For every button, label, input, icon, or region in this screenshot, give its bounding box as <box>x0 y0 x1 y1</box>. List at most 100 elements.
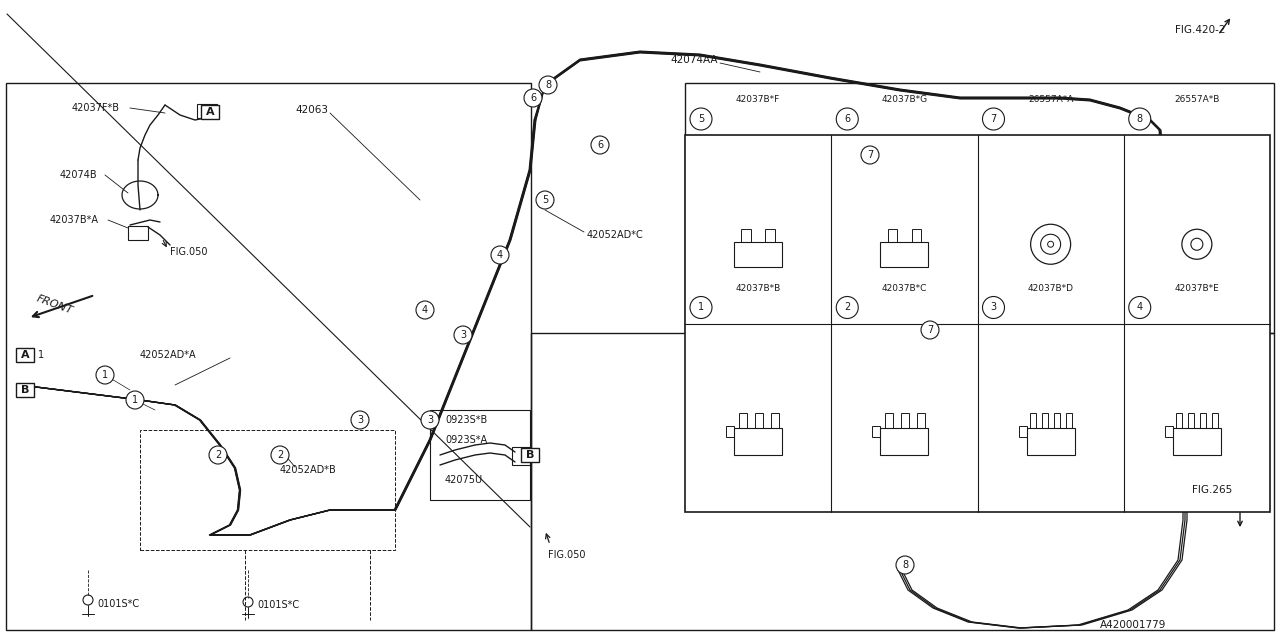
Text: A: A <box>206 107 214 117</box>
Text: 42063: 42063 <box>294 105 328 115</box>
Bar <box>1042 413 1048 428</box>
Circle shape <box>591 136 609 154</box>
Bar <box>765 228 774 242</box>
Circle shape <box>983 296 1005 319</box>
Bar <box>771 413 780 428</box>
Text: 3: 3 <box>428 415 433 425</box>
Text: 42037F*B: 42037F*B <box>72 103 120 113</box>
Text: 26557A*B: 26557A*B <box>1174 95 1220 104</box>
Text: 42074B: 42074B <box>60 170 97 180</box>
Text: 42037B*C: 42037B*C <box>882 284 927 293</box>
Bar <box>887 228 897 242</box>
Text: A420001779: A420001779 <box>1100 620 1166 630</box>
Bar <box>685 135 1270 512</box>
Bar <box>1027 428 1075 455</box>
Text: 42037B*G: 42037B*G <box>882 95 928 104</box>
Text: 7: 7 <box>927 325 933 335</box>
Text: 2: 2 <box>276 450 283 460</box>
Circle shape <box>836 108 859 130</box>
Text: 42037B*E: 42037B*E <box>1175 284 1220 293</box>
Circle shape <box>836 296 859 319</box>
Circle shape <box>690 296 712 319</box>
Circle shape <box>416 301 434 319</box>
Text: 4: 4 <box>422 305 428 315</box>
Text: 3: 3 <box>460 330 466 340</box>
Circle shape <box>922 321 940 339</box>
Text: 3: 3 <box>991 303 997 312</box>
Text: B: B <box>20 385 29 395</box>
Bar <box>881 242 928 267</box>
Bar <box>873 426 881 437</box>
Text: 8: 8 <box>1137 114 1143 124</box>
Text: FIG.265: FIG.265 <box>1192 485 1233 495</box>
Text: 2: 2 <box>844 303 850 312</box>
Circle shape <box>690 108 712 130</box>
Text: 8: 8 <box>902 560 908 570</box>
Bar <box>741 228 751 242</box>
Text: B: B <box>526 450 534 460</box>
Bar <box>140 430 396 550</box>
Bar <box>726 426 735 437</box>
Bar <box>739 413 748 428</box>
Circle shape <box>271 446 289 464</box>
Text: 1: 1 <box>102 370 108 380</box>
Bar <box>1055 413 1060 428</box>
Text: 42052AD*C: 42052AD*C <box>588 230 644 240</box>
Text: 42052AD*B: 42052AD*B <box>280 465 337 475</box>
Circle shape <box>536 191 554 209</box>
Bar <box>1030 413 1037 428</box>
Circle shape <box>539 76 557 94</box>
Bar <box>1165 426 1172 437</box>
Text: 2: 2 <box>215 450 221 460</box>
Text: 1: 1 <box>132 395 138 405</box>
Bar <box>685 83 1274 333</box>
Bar <box>128 226 148 240</box>
Circle shape <box>351 411 369 429</box>
Text: 1: 1 <box>38 350 44 360</box>
Text: 6: 6 <box>530 93 536 103</box>
Text: 0101S*C: 0101S*C <box>257 600 300 610</box>
Text: 42037B*D: 42037B*D <box>1028 284 1074 293</box>
Text: 42037B*F: 42037B*F <box>736 95 781 104</box>
Circle shape <box>524 89 541 107</box>
Text: 5: 5 <box>698 114 704 124</box>
Bar <box>1172 428 1221 455</box>
Circle shape <box>983 108 1005 130</box>
Bar <box>512 447 530 465</box>
Bar <box>911 228 922 242</box>
Circle shape <box>96 366 114 384</box>
Circle shape <box>492 246 509 264</box>
Text: 8: 8 <box>545 80 552 90</box>
Text: 26557A*A: 26557A*A <box>1028 95 1074 104</box>
Circle shape <box>454 326 472 344</box>
Text: FRONT: FRONT <box>35 294 74 316</box>
Text: 7: 7 <box>991 114 997 124</box>
Text: 1: 1 <box>698 303 704 312</box>
Circle shape <box>421 411 439 429</box>
Circle shape <box>1129 296 1151 319</box>
Bar <box>15 348 35 362</box>
Text: 4: 4 <box>1137 303 1143 312</box>
Bar <box>6 83 531 630</box>
Text: 42074AA: 42074AA <box>669 55 718 65</box>
Text: FIG.050: FIG.050 <box>548 550 585 560</box>
Text: 5: 5 <box>541 195 548 205</box>
Circle shape <box>209 446 227 464</box>
Text: 42037B*A: 42037B*A <box>50 215 99 225</box>
Bar <box>1019 426 1027 437</box>
Circle shape <box>125 391 143 409</box>
Bar <box>735 242 782 267</box>
Text: 0101S*C: 0101S*C <box>97 599 140 609</box>
Text: 7: 7 <box>867 150 873 160</box>
Circle shape <box>1129 108 1151 130</box>
Bar <box>531 333 1274 630</box>
Text: 42075U: 42075U <box>445 475 483 485</box>
Text: 6: 6 <box>596 140 603 150</box>
Text: FIG.420-2: FIG.420-2 <box>1175 25 1225 35</box>
Bar <box>1176 413 1183 428</box>
Text: A: A <box>20 350 29 360</box>
Bar <box>901 413 909 428</box>
Text: 0923S*B: 0923S*B <box>445 415 488 425</box>
Bar <box>15 383 35 397</box>
Bar <box>1201 413 1207 428</box>
